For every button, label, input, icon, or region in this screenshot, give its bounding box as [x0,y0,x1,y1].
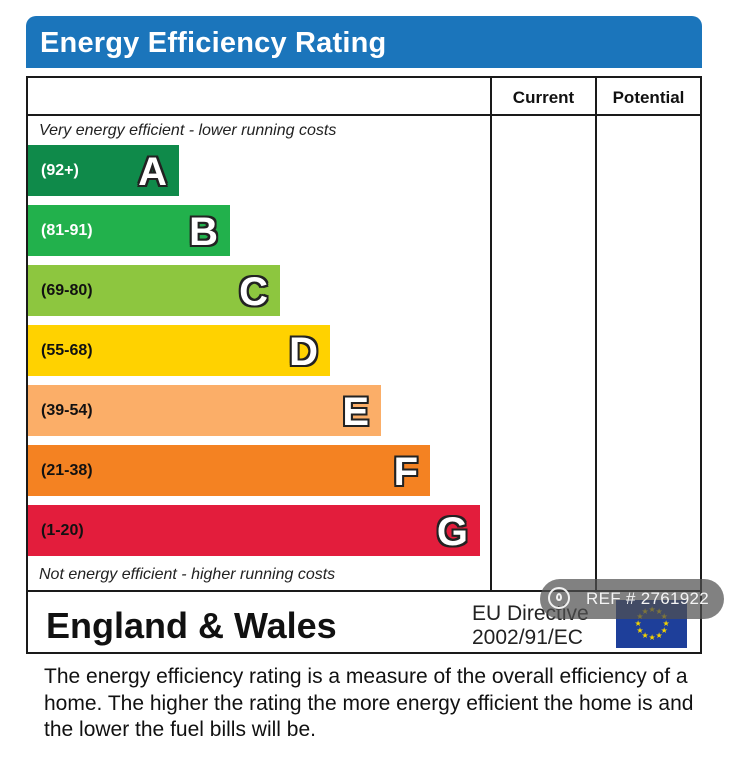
band-letter: E [342,390,369,434]
band-range: (55-68) [41,342,93,359]
band-c: (69-80) C [28,265,280,316]
page-title: Energy Efficiency Rating [40,27,387,59]
eu-star-icon: ★ [660,626,668,635]
band-range: (92+) [41,162,79,179]
band-letter: A [138,150,167,194]
region-label: England & Wales [46,605,337,646]
home-pin-icon [548,587,570,609]
top-caption: Very energy efficient - lower running co… [39,122,337,139]
description-text: The energy efficiency rating is a measur… [44,665,694,741]
band-range: (69-80) [41,282,93,299]
band-d: (55-68) D [28,325,330,376]
band-e: (39-54) E [28,385,381,436]
band-letter: D [289,330,318,374]
pin-dot-icon [556,593,562,601]
footer-divider [28,590,700,592]
band-range: (81-91) [41,222,93,239]
column-header-potential: Potential [612,88,685,107]
band-f: (21-38) F [28,445,430,496]
column-header-current: Current [512,88,575,107]
band-letter: F [393,450,418,494]
band-b: (81-91) B [28,205,230,256]
current-column-divider [490,78,492,592]
eu-star-icon: ★ [648,633,656,642]
eu-star-icon: ★ [634,619,642,628]
directive-line-2: 2002/91/EC [472,626,583,649]
eu-star-icon: ★ [662,619,670,628]
bottom-caption: Not energy efficient - higher running co… [39,566,336,583]
eu-star-icon: ★ [655,631,663,641]
ref-badge: REF # 2761922 [540,579,724,619]
band-letter: G [436,510,468,554]
title-banner: Energy Efficiency Rating [26,16,702,68]
band-range: (21-38) [41,462,93,479]
band-range: (39-54) [41,402,93,419]
ref-text: REF # 2761922 [586,589,709,608]
band-letter: C [239,270,268,314]
band-g: (1-20) G [28,505,480,556]
band-range: (1-20) [41,522,84,539]
band-a: (92+) A [28,145,179,196]
header-row-divider [28,114,700,116]
band-letter: B [189,210,218,254]
potential-column-divider [595,78,597,592]
eu-star-icon: ★ [636,626,644,635]
eu-star-icon: ★ [641,631,649,641]
rating-frame: Current Potential Very energy efficient … [26,76,702,654]
